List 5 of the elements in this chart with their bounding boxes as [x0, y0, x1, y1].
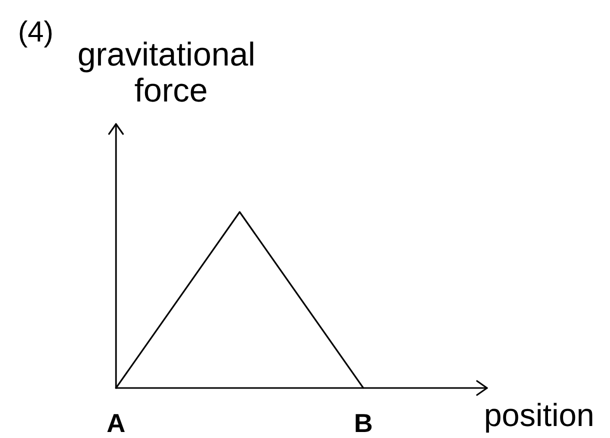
- chart-title: (4): [18, 16, 54, 48]
- x-tick-label: B: [354, 408, 373, 438]
- y-axis-title: gravitational force: [77, 36, 265, 108]
- x-axis-title: position: [484, 397, 594, 433]
- x-tick-label: A: [106, 408, 126, 438]
